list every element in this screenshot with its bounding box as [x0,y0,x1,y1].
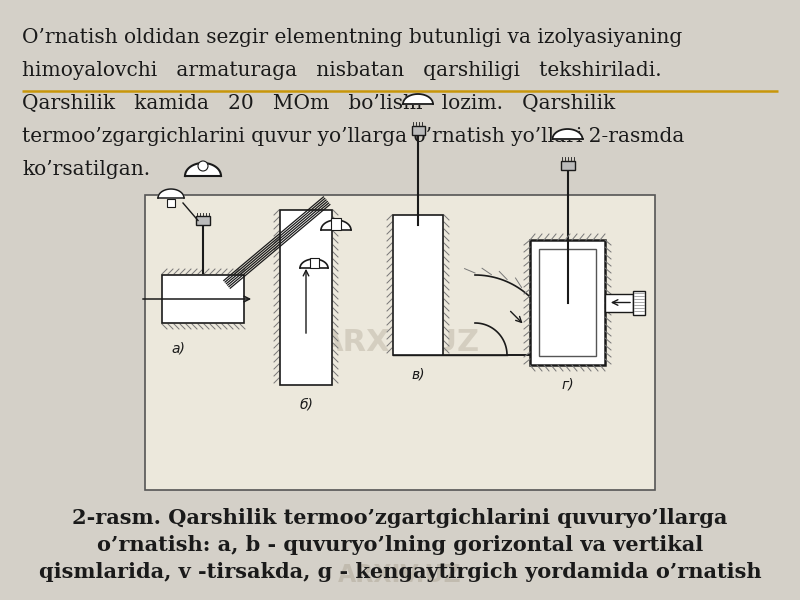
Text: 2-rasm. Qarshilik termoo’zgartgichlarini quvuryo’llarga: 2-rasm. Qarshilik termoo’zgartgichlarini… [72,508,728,528]
Bar [196,216,210,225]
Text: а): а) [171,341,185,355]
Bar [605,293,633,311]
Text: qismlarida, v -tirsakda, g - kengaytirgich yordamida o’rnatish: qismlarida, v -tirsakda, g - kengaytirgi… [38,562,762,582]
Text: ARXIV.UZ: ARXIV.UZ [320,328,480,357]
Bar [411,126,425,135]
Polygon shape [300,259,328,268]
Text: himoyalovchi   armaturaga   nisbatan   qarshiligi   tekshiriladi.: himoyalovchi armaturaga nisbatan qarshil… [22,61,662,80]
Text: б): б) [299,397,313,411]
Bar [167,199,175,207]
Text: ko’rsatilgan.: ko’rsatilgan. [22,160,150,179]
Text: O’rnatish oldidan sezgir elementning butunligi va izolyasiyaning: O’rnatish oldidan sezgir elementning but… [22,28,682,47]
Bar [393,215,443,355]
Text: ARXIV.UZ: ARXIV.UZ [338,563,462,587]
Polygon shape [553,129,582,139]
Bar [633,290,645,314]
Text: Qarshilik   kamida   20   MOm   bo’lishi   lozim.   Qarshilik: Qarshilik kamida 20 MOm bo’lishi lozim. … [22,94,615,113]
Bar [561,161,574,170]
Bar [310,258,319,268]
Bar [162,275,244,323]
Bar [530,240,605,365]
Bar [145,195,655,490]
Polygon shape [158,189,184,198]
Text: г): г) [561,377,574,391]
Bar [331,218,341,230]
Bar [539,249,596,356]
Polygon shape [403,94,433,104]
Polygon shape [185,163,221,176]
Circle shape [198,161,208,171]
Text: termoo’zgargichlarini quvur yo’llarga o’rnatish yo’llari 2-rasmda: termoo’zgargichlarini quvur yo’llarga o’… [22,127,684,146]
Text: в): в) [411,367,425,381]
Bar [280,210,332,385]
Polygon shape [321,220,351,230]
Text: o’rnatish: a, b - quvuryo’lning gorizontal va vertikal: o’rnatish: a, b - quvuryo’lning gorizont… [97,535,703,555]
